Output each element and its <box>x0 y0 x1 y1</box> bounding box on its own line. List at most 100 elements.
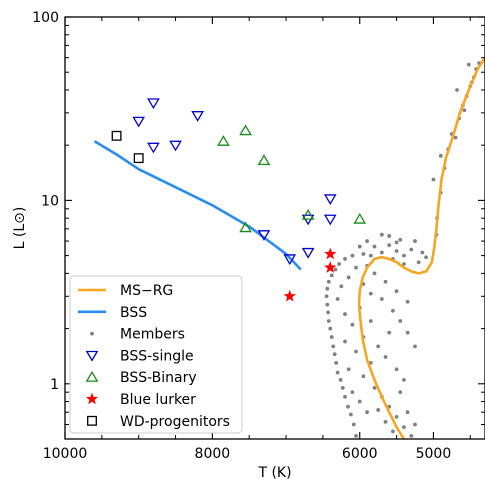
members-point <box>335 297 340 301</box>
y-axis-label: L (L⊙) <box>12 207 28 250</box>
members-point <box>405 299 410 304</box>
members-point <box>354 265 358 270</box>
legend-marker-swatch <box>85 370 99 382</box>
bss-binary-point <box>239 221 252 233</box>
legend-label: Blue lurker <box>120 392 196 408</box>
bss-single-point <box>323 214 337 226</box>
members-point <box>343 312 347 316</box>
members-point <box>343 256 347 261</box>
members-point <box>379 250 384 255</box>
members-point <box>402 425 406 430</box>
x-tick-label: 6000 <box>342 446 378 462</box>
members-point <box>394 414 399 419</box>
members-point <box>438 153 443 158</box>
members-point <box>332 352 337 357</box>
legend-label: Members <box>120 327 185 343</box>
legend-label: BSS-Binary <box>120 370 197 386</box>
members-point <box>405 330 410 335</box>
members-point <box>326 319 331 323</box>
members-point <box>376 408 381 412</box>
members-point <box>390 429 395 434</box>
members-point <box>379 232 384 237</box>
members-point <box>379 297 384 301</box>
y-tick-label: 1 <box>50 377 59 393</box>
legend-label: BSS-single <box>120 348 194 364</box>
members-point <box>350 390 355 395</box>
members-point <box>394 367 399 372</box>
members-point <box>372 271 377 276</box>
bss-single-point <box>323 194 337 206</box>
members-point <box>325 286 330 291</box>
wd-progenitors-point <box>111 130 122 141</box>
x-axis-label: T (K) <box>257 465 291 479</box>
bss-single-point <box>132 116 146 128</box>
members-point <box>337 262 342 266</box>
members-point <box>387 330 392 335</box>
members-point <box>420 250 425 255</box>
members-point <box>357 399 362 404</box>
members-point <box>398 390 403 395</box>
members-point <box>387 243 392 248</box>
members-point <box>338 378 343 382</box>
members-point <box>346 367 351 372</box>
members-point <box>350 253 355 258</box>
members-point <box>383 355 388 359</box>
axis-ticks: 10000 8000 6000 5000 1 10 100 <box>32 10 485 462</box>
members-point <box>394 240 399 245</box>
members-point <box>326 310 330 315</box>
members-point <box>361 374 366 379</box>
members-point <box>413 239 417 243</box>
members-point <box>376 344 381 349</box>
members-point <box>424 255 428 260</box>
members-point <box>398 237 403 242</box>
wd-progenitors-point <box>133 153 144 164</box>
bss-single-point <box>147 98 160 110</box>
bss-binary-point <box>257 154 271 166</box>
bss-binary-point <box>353 212 367 224</box>
members-point <box>394 289 399 294</box>
blue-lurker-point <box>283 289 296 302</box>
members-point <box>383 279 388 284</box>
ms-rg-line <box>357 56 485 439</box>
members-point <box>398 319 403 323</box>
members-point <box>329 335 334 339</box>
members-point <box>466 62 471 67</box>
members-point <box>348 412 353 417</box>
members-point <box>413 344 417 349</box>
members-point <box>368 291 373 296</box>
members-point <box>340 385 345 390</box>
bss-binary-point <box>301 209 315 220</box>
members-point <box>405 410 410 415</box>
members-point <box>357 244 362 249</box>
bss-single-point <box>169 140 182 152</box>
legend-marker-swatch <box>85 392 99 405</box>
bss-line <box>93 140 302 271</box>
members-point <box>329 273 334 278</box>
x-tick-label: 10000 <box>43 446 88 462</box>
bss-binary-point <box>217 135 230 146</box>
members-point <box>365 239 370 243</box>
x-tick-label: 8000 <box>195 446 231 462</box>
members-point <box>331 344 336 349</box>
members-point <box>394 249 399 253</box>
members-point <box>368 319 373 323</box>
members-point <box>455 88 459 92</box>
members-point <box>361 252 366 256</box>
members-point <box>324 294 329 299</box>
members-point <box>326 279 331 284</box>
members-point <box>387 234 392 238</box>
legend-label: WD-progenitors <box>120 414 230 430</box>
members-point <box>416 260 421 265</box>
members-point <box>333 267 338 272</box>
y-tick-label: 10 <box>41 193 59 209</box>
members-point <box>351 422 356 427</box>
legend-marker-swatch <box>85 350 99 362</box>
plot-frame <box>64 16 485 440</box>
members-point <box>325 302 330 307</box>
members-point <box>413 422 417 427</box>
members-point <box>390 308 395 313</box>
blue-lurker-point <box>324 261 337 273</box>
members-point <box>346 275 351 280</box>
legend-box <box>69 275 243 434</box>
bss-single-point <box>283 254 297 266</box>
